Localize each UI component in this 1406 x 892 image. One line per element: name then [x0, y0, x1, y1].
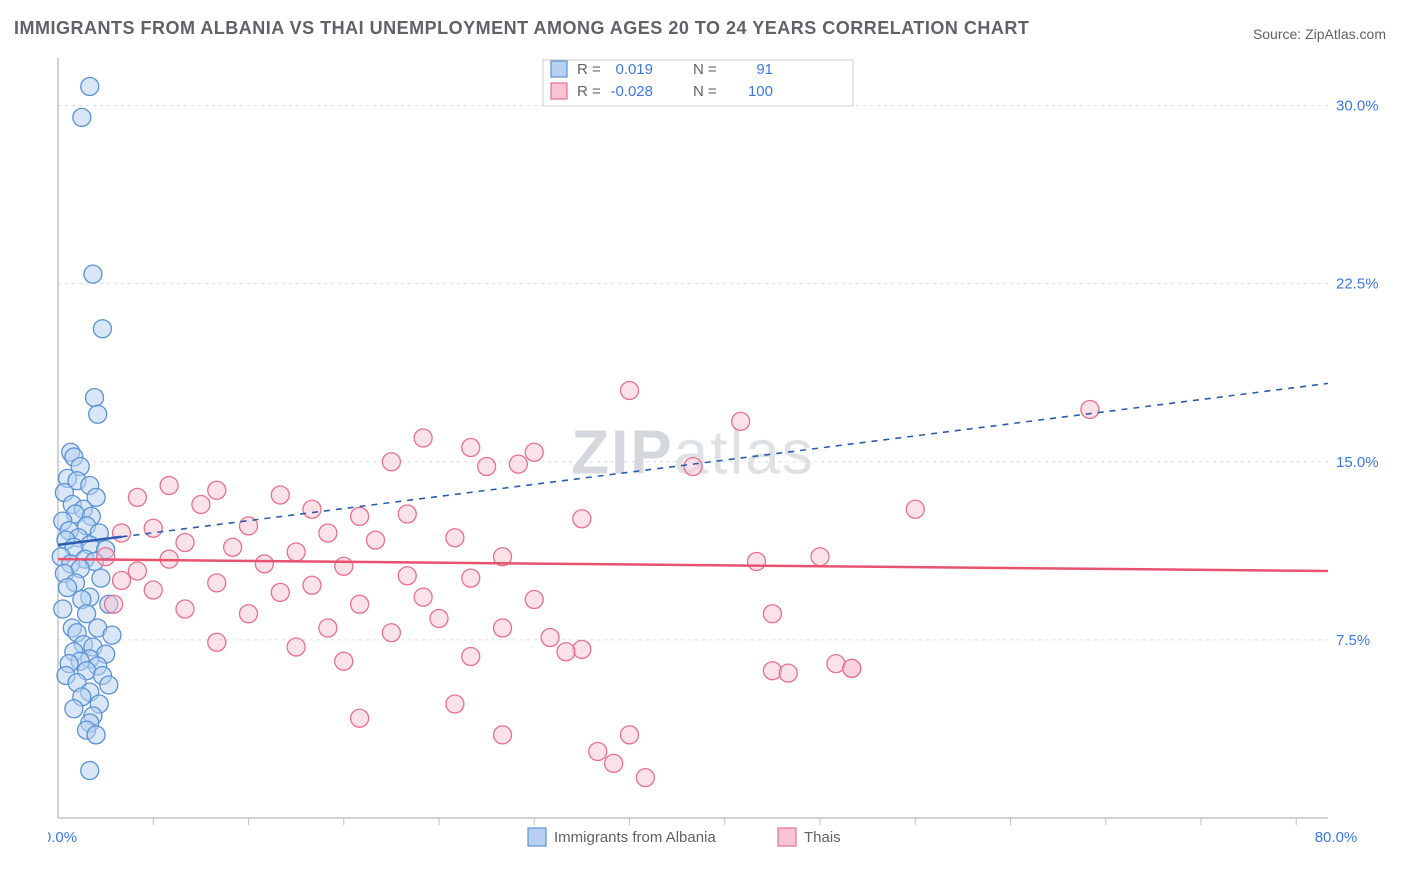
- svg-text:0.0%: 0.0%: [48, 829, 77, 846]
- svg-text:-0.028: -0.028: [610, 83, 653, 100]
- svg-text:0.019: 0.019: [615, 61, 653, 78]
- source-label: Source: ZipAtlas.com: [1253, 26, 1386, 42]
- svg-text:N =: N =: [693, 61, 717, 78]
- svg-text:Thais: Thais: [804, 829, 841, 846]
- svg-text:R =: R =: [577, 61, 601, 78]
- chart-container: Unemployment Among Ages 20 to 24 years Z…: [48, 58, 1388, 848]
- chart-title: IMMIGRANTS FROM ALBANIA VS THAI UNEMPLOY…: [14, 18, 1029, 39]
- svg-text:91: 91: [756, 61, 773, 78]
- svg-text:N =: N =: [693, 83, 717, 100]
- svg-text:Immigrants from Albania: Immigrants from Albania: [554, 829, 716, 846]
- svg-text:R =: R =: [577, 83, 601, 100]
- svg-text:7.5%: 7.5%: [1336, 632, 1370, 649]
- correlation-scatter-chart: ZIPatlas7.5%15.0%22.5%30.0%0.0%80.0%R =0…: [48, 58, 1388, 848]
- svg-text:15.0%: 15.0%: [1336, 454, 1379, 471]
- svg-text:80.0%: 80.0%: [1315, 829, 1358, 846]
- svg-text:22.5%: 22.5%: [1336, 276, 1379, 293]
- svg-text:100: 100: [748, 83, 773, 100]
- svg-text:30.0%: 30.0%: [1336, 98, 1379, 115]
